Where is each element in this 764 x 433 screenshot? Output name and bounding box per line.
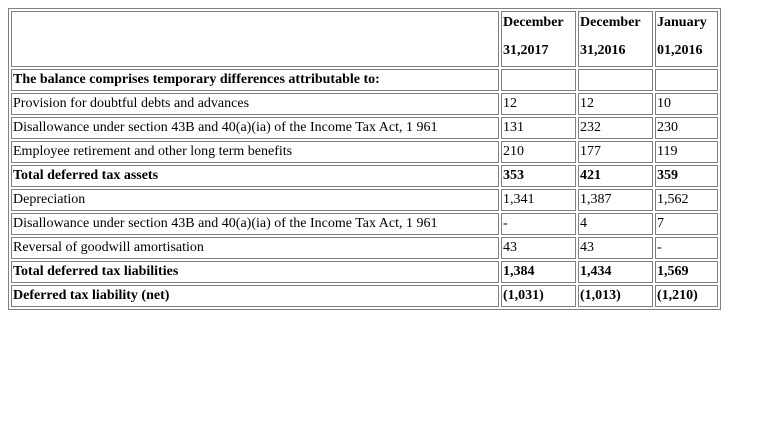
header-col-3: January 01,2016 xyxy=(655,11,718,67)
row-value-col-3: 10 xyxy=(655,93,718,115)
row-label: Total deferred tax assets xyxy=(11,165,499,187)
header-col-1: December 31,2017 xyxy=(501,11,576,67)
table-row: Disallowance under section 43B and 40(a)… xyxy=(11,213,718,235)
row-label: The balance comprises temporary differen… xyxy=(11,69,499,91)
header-col-1-line1: December xyxy=(503,15,564,30)
row-value-col-1: 131 xyxy=(501,117,576,139)
row-value-col-1 xyxy=(501,69,576,91)
row-label: Depreciation xyxy=(11,189,499,211)
row-value-col-2: (1,013) xyxy=(578,285,653,307)
row-label: Total deferred tax liabilities xyxy=(11,261,499,283)
row-value-col-1: 1,341 xyxy=(501,189,576,211)
header-col-1-line2: 31,2017 xyxy=(503,43,549,58)
row-value-col-2: 1,387 xyxy=(578,189,653,211)
row-value-col-2 xyxy=(578,69,653,91)
row-value-col-3: 7 xyxy=(655,213,718,235)
header-col-2: December 31,2016 xyxy=(578,11,653,67)
row-value-col-3: 119 xyxy=(655,141,718,163)
row-label: Disallowance under section 43B and 40(a)… xyxy=(11,117,499,139)
row-value-col-3: (1,210) xyxy=(655,285,718,307)
table-row: Depreciation 1,341 1,387 1,562 xyxy=(11,189,718,211)
table-row: Reversal of goodwill amortisation 43 43- xyxy=(11,237,718,259)
table-row: Provision for doubtful debts and advance… xyxy=(11,93,718,115)
row-value-col-3: 1,569 xyxy=(655,261,718,283)
row-value-col-2: 12 xyxy=(578,93,653,115)
header-col-2-line1: December xyxy=(580,15,641,30)
row-value-col-2: 421 xyxy=(578,165,653,187)
header-col-3-line2: 01,2016 xyxy=(657,43,703,58)
row-value-col-2: 43 xyxy=(578,237,653,259)
row-value-col-3: 1,562 xyxy=(655,189,718,211)
row-value-col-1: 43 xyxy=(501,237,576,259)
row-value-col-1: 353 xyxy=(501,165,576,187)
row-value-col-1: - xyxy=(501,213,576,235)
row-value-col-1: 12 xyxy=(501,93,576,115)
row-value-col-2: 232 xyxy=(578,117,653,139)
row-label: Disallowance under section 43B and 40(a)… xyxy=(11,213,499,235)
header-blank-cell xyxy=(11,11,499,67)
row-value-col-3: 359 xyxy=(655,165,718,187)
header-row: December 31,2017 December 31,2016 Januar… xyxy=(11,11,718,67)
row-value-col-2: 1,434 xyxy=(578,261,653,283)
row-value-col-3 xyxy=(655,69,718,91)
table-row: Disallowance under section 43B and 40(a)… xyxy=(11,117,718,139)
row-value-col-3: 230 xyxy=(655,117,718,139)
table-row: The balance comprises temporary differen… xyxy=(11,69,718,91)
row-value-col-1: 210 xyxy=(501,141,576,163)
row-label: Deferred tax liability (net) xyxy=(11,285,499,307)
deferred-tax-table: December 31,2017 December 31,2016 Januar… xyxy=(8,8,721,310)
row-label: Reversal of goodwill amortisation xyxy=(11,237,499,259)
row-value-col-2: 4 xyxy=(578,213,653,235)
table-body: December 31,2017 December 31,2016 Januar… xyxy=(11,11,718,307)
header-col-2-line2: 31,2016 xyxy=(580,43,626,58)
header-col-3-line1: January xyxy=(657,15,707,30)
table-row: Total deferred tax liabilities 1,384 1,434… xyxy=(11,261,718,283)
table-row: Employee retirement and other long term … xyxy=(11,141,718,163)
row-label: Employee retirement and other long term … xyxy=(11,141,499,163)
row-value-col-1: (1,031) xyxy=(501,285,576,307)
row-value-col-2: 177 xyxy=(578,141,653,163)
table-row: Deferred tax liability (net) (1,031) (1,01… xyxy=(11,285,718,307)
table-row: Total deferred tax assets 353 421 359 xyxy=(11,165,718,187)
row-value-col-3: - xyxy=(655,237,718,259)
row-label: Provision for doubtful debts and advance… xyxy=(11,93,499,115)
row-value-col-1: 1,384 xyxy=(501,261,576,283)
